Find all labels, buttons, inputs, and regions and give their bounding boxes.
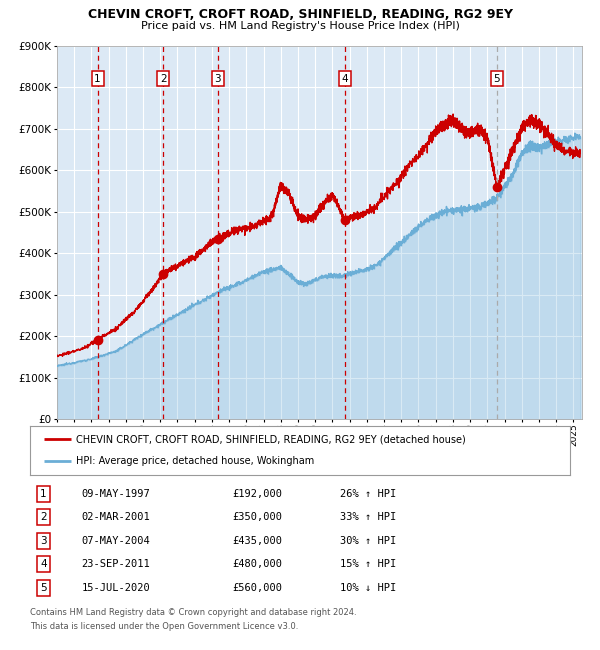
Text: 1: 1 <box>40 489 47 499</box>
Text: 5: 5 <box>493 73 500 84</box>
Text: 07-MAY-2004: 07-MAY-2004 <box>82 536 150 546</box>
Text: HPI: Average price, detached house, Wokingham: HPI: Average price, detached house, Woki… <box>76 456 314 466</box>
Text: £480,000: £480,000 <box>233 559 283 569</box>
Text: 02-MAR-2001: 02-MAR-2001 <box>82 512 150 522</box>
Text: £350,000: £350,000 <box>233 512 283 522</box>
Text: 15% ↑ HPI: 15% ↑ HPI <box>341 559 397 569</box>
Text: CHEVIN CROFT, CROFT ROAD, SHINFIELD, READING, RG2 9EY: CHEVIN CROFT, CROFT ROAD, SHINFIELD, REA… <box>88 8 512 21</box>
Text: Price paid vs. HM Land Registry's House Price Index (HPI): Price paid vs. HM Land Registry's House … <box>140 21 460 31</box>
Text: 2: 2 <box>160 73 167 84</box>
Text: 4: 4 <box>341 73 348 84</box>
Text: 5: 5 <box>40 582 47 593</box>
Text: £560,000: £560,000 <box>233 582 283 593</box>
Text: £435,000: £435,000 <box>233 536 283 546</box>
Text: 26% ↑ HPI: 26% ↑ HPI <box>341 489 397 499</box>
Text: 3: 3 <box>40 536 47 546</box>
Text: 23-SEP-2011: 23-SEP-2011 <box>82 559 150 569</box>
Text: 33% ↑ HPI: 33% ↑ HPI <box>341 512 397 522</box>
Text: CHEVIN CROFT, CROFT ROAD, SHINFIELD, READING, RG2 9EY (detached house): CHEVIN CROFT, CROFT ROAD, SHINFIELD, REA… <box>76 434 466 445</box>
Text: 09-MAY-1997: 09-MAY-1997 <box>82 489 150 499</box>
Text: £192,000: £192,000 <box>233 489 283 499</box>
Text: 10% ↓ HPI: 10% ↓ HPI <box>341 582 397 593</box>
Text: 2: 2 <box>40 512 47 522</box>
Text: 4: 4 <box>40 559 47 569</box>
Text: 3: 3 <box>215 73 221 84</box>
Text: 1: 1 <box>94 73 101 84</box>
Text: 15-JUL-2020: 15-JUL-2020 <box>82 582 150 593</box>
Text: 30% ↑ HPI: 30% ↑ HPI <box>341 536 397 546</box>
Text: This data is licensed under the Open Government Licence v3.0.: This data is licensed under the Open Gov… <box>30 622 298 631</box>
Text: Contains HM Land Registry data © Crown copyright and database right 2024.: Contains HM Land Registry data © Crown c… <box>30 608 356 617</box>
